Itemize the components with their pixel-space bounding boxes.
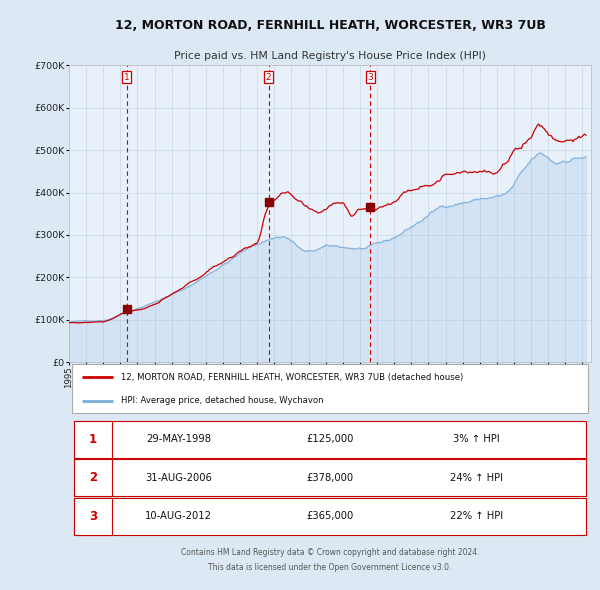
Text: Price paid vs. HM Land Registry's House Price Index (HPI): Price paid vs. HM Land Registry's House …	[174, 51, 486, 61]
Text: Contains HM Land Registry data © Crown copyright and database right 2024.: Contains HM Land Registry data © Crown c…	[181, 548, 479, 558]
Text: 3: 3	[367, 73, 373, 81]
Text: 3% ↑ HPI: 3% ↑ HPI	[453, 434, 499, 444]
Text: 22% ↑ HPI: 22% ↑ HPI	[449, 511, 503, 521]
Text: 10-AUG-2012: 10-AUG-2012	[145, 511, 212, 521]
Bar	[74, 498, 586, 535]
Bar	[74, 498, 112, 535]
Text: 1: 1	[89, 433, 97, 446]
Bar	[74, 421, 586, 458]
Text: 12, MORTON ROAD, FERNHILL HEATH, WORCESTER, WR3 7UB: 12, MORTON ROAD, FERNHILL HEATH, WORCEST…	[115, 19, 545, 32]
Bar	[74, 460, 112, 496]
Text: 3: 3	[89, 510, 97, 523]
Bar	[74, 421, 112, 458]
Text: 12, MORTON ROAD, FERNHILL HEATH, WORCESTER, WR3 7UB (detached house): 12, MORTON ROAD, FERNHILL HEATH, WORCEST…	[121, 373, 463, 382]
Text: 24% ↑ HPI: 24% ↑ HPI	[449, 473, 503, 483]
Text: This data is licensed under the Open Government Licence v3.0.: This data is licensed under the Open Gov…	[208, 563, 452, 572]
Text: £378,000: £378,000	[307, 473, 353, 483]
Text: £365,000: £365,000	[307, 511, 353, 521]
Text: £125,000: £125,000	[307, 434, 353, 444]
Text: 29-MAY-1998: 29-MAY-1998	[146, 434, 211, 444]
Text: 2: 2	[266, 73, 271, 81]
Text: 1: 1	[124, 73, 130, 81]
Text: 31-AUG-2006: 31-AUG-2006	[145, 473, 212, 483]
Text: 2: 2	[89, 471, 97, 484]
Text: HPI: Average price, detached house, Wychavon: HPI: Average price, detached house, Wych…	[121, 396, 324, 405]
Bar	[74, 460, 586, 496]
